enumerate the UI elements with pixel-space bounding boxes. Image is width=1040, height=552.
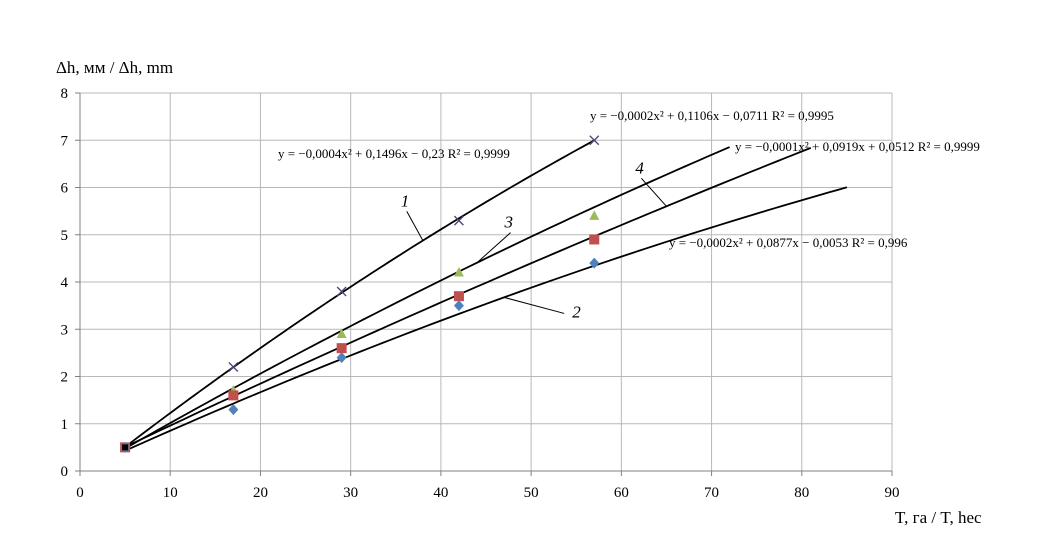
y-tick-label: 4 [61, 275, 69, 291]
trendline-4 [124, 186, 848, 452]
data-point-s1-3 [336, 286, 347, 297]
x-tick-label: 30 [343, 485, 358, 501]
data-point-s4-5 [589, 257, 600, 269]
y-axis-title: Δh, мм / Δh, mm [56, 58, 173, 77]
data-point-s4-2 [228, 404, 239, 416]
y-tick-label: 1 [61, 417, 69, 433]
data-point-s1-2 [228, 362, 239, 373]
x-tick-label: 80 [794, 485, 809, 501]
curve-number-3: 3 [504, 213, 514, 232]
data-point-s2-4 [453, 267, 464, 277]
data-point-s4-3 [336, 352, 347, 364]
trendline-2 [124, 146, 730, 450]
equation-label-2: y = −0,0002x² + 0,1106x − 0,0711 R² = 0,… [590, 108, 834, 123]
x-tick-label: 10 [163, 485, 178, 501]
x-tick-label: 60 [614, 485, 629, 501]
x-tick-label: 40 [433, 485, 448, 501]
x-tick-label: 50 [524, 485, 539, 501]
data-point-origin [122, 444, 129, 451]
annotations: y = −0,0004x² + 0,1496x − 0,23 R² = 0,99… [56, 58, 982, 527]
trendline-3 [124, 147, 812, 448]
data-point-s1-5 [589, 135, 600, 146]
trendline-1 [124, 139, 595, 448]
data-point-s3-5 [589, 234, 600, 245]
leader-line-4 [641, 177, 667, 207]
data-point-s3-4 [453, 291, 464, 302]
tick-labels: 0 10 20 30 40 50 60 70 80 90 0 1 2 3 4 5 6 7 8 [61, 86, 900, 501]
leader-line-1 [406, 211, 424, 241]
equation-label-1: y = −0,0004x² + 0,1496x − 0,23 R² = 0,99… [278, 146, 510, 161]
data-point-s3-2 [228, 390, 239, 401]
leader-line-3 [476, 232, 511, 264]
curve-number-1: 1 [401, 191, 410, 210]
y-tick-label: 5 [61, 228, 69, 244]
x-tick-label: 20 [253, 485, 268, 501]
equation-label-4: y = −0,0002x² + 0,0877x − 0,0053 R² = 0,… [669, 235, 908, 250]
y-tick-label: 3 [61, 322, 69, 338]
curve-number-4: 4 [635, 158, 644, 177]
x-axis-title: T, га / T, hec [895, 508, 982, 527]
y-tick-label: 0 [61, 464, 69, 480]
leader-line-2 [503, 296, 565, 314]
x-tick-label: 90 [885, 485, 900, 501]
data-points [120, 135, 600, 453]
y-tick-label: 2 [61, 370, 69, 386]
trendlines [124, 139, 848, 452]
data-point-s1-4 [453, 215, 464, 226]
y-tick-label: 8 [61, 86, 69, 102]
data-point-s4-4 [453, 300, 464, 312]
curve-number-2: 2 [572, 302, 581, 321]
data-point-s3-3 [336, 343, 347, 354]
data-point-s2-3 [336, 328, 347, 338]
x-tick-label: 70 [704, 485, 719, 501]
chart-axes [75, 92, 893, 476]
x-tick-label: 0 [76, 485, 84, 501]
y-tick-label: 7 [61, 133, 69, 149]
data-point-s2-5 [589, 210, 600, 220]
label-leaders [406, 177, 667, 314]
y-tick-label: 6 [61, 181, 69, 197]
equation-label-3: y = −0,0001x² + 0,0919x + 0,0512 R² = 0,… [735, 139, 980, 154]
